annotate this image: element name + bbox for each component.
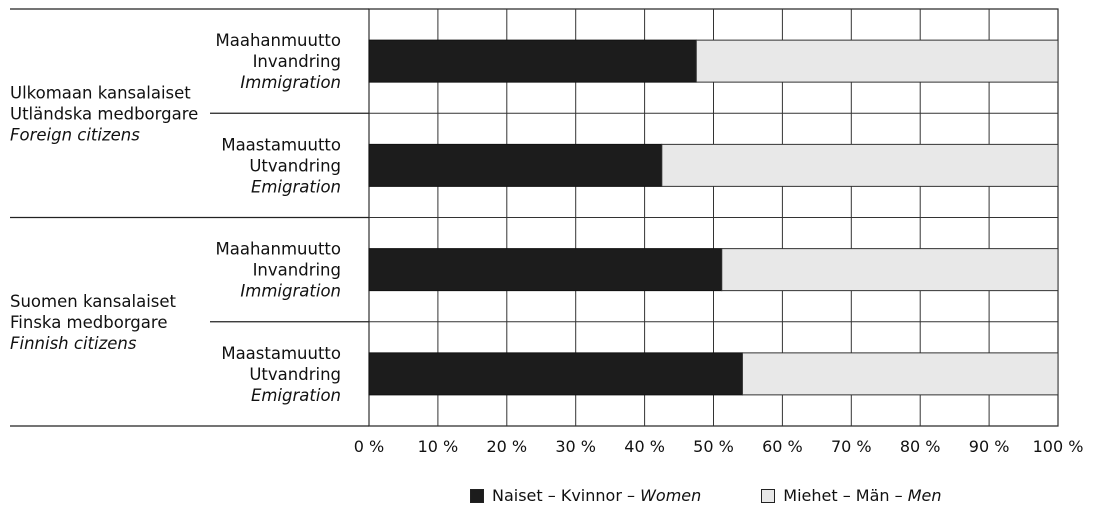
chart-legend: Naiset – Kvinnor – Women Miehet – Män – …: [470, 486, 942, 505]
x-tick-label: 0 %: [354, 437, 384, 456]
row-label-line: Utvandring: [249, 156, 341, 175]
group-label-line: Utländska medborgare: [10, 104, 198, 123]
x-tick-label: 30 %: [555, 437, 596, 456]
bar-women: [368, 39, 697, 83]
legend-label-women: Naiset – Kvinnor – Women: [492, 486, 702, 505]
row-label-line: Maastamuutto: [221, 344, 341, 363]
group-label-line: Foreign citizens: [10, 125, 140, 144]
x-tick-label: 100 %: [1033, 437, 1084, 456]
x-tick-label: 10 %: [418, 437, 459, 456]
x-tick-label: 20 %: [486, 437, 527, 456]
row-label-line: Emigration: [251, 177, 341, 196]
legend-item-women: Naiset – Kvinnor – Women: [470, 486, 701, 505]
row-label-line: Utvandring: [249, 365, 341, 384]
bar-women: [368, 352, 743, 396]
x-tick-label: 60 %: [762, 437, 803, 456]
bar-women: [368, 143, 663, 187]
stacked-bar-chart: 0 % 10 % 20 % 30 % 40 % 50 % 60 % 70 % 80 % 90 % 1…: [10, 8, 1084, 456]
row-label-line: Invandring: [253, 261, 341, 280]
legend-swatch-men: [761, 488, 776, 503]
x-tick-label: 70 %: [831, 437, 872, 456]
group-label-line: Suomen kansalaiset: [10, 292, 177, 311]
bar-men: [721, 248, 1059, 292]
group-label-line: Finska medborgare: [10, 313, 167, 332]
bar-men: [741, 352, 1059, 396]
row-label-line: Maahanmuutto: [215, 240, 341, 259]
legend-item-men: Miehet – Män – Men: [761, 486, 942, 505]
group-label-line: Finnish citizens: [10, 334, 137, 353]
row-label-line: Maastamuutto: [221, 135, 341, 154]
row-label-line: Invandring: [253, 52, 341, 71]
bar-men: [695, 39, 1059, 83]
x-tick-label: 50 %: [693, 437, 734, 456]
bar-women: [368, 248, 723, 292]
legend-label-men: Miehet – Män – Men: [783, 486, 942, 505]
x-tick-label: 80 %: [900, 437, 941, 456]
row-label-line: Maahanmuutto: [215, 31, 341, 50]
row-label-line: Immigration: [240, 282, 341, 301]
group-label-line: Ulkomaan kansalaiset: [10, 83, 191, 102]
x-tick-label: 90 %: [969, 437, 1010, 456]
row-label-line: Immigration: [240, 73, 341, 92]
row-label-line: Emigration: [251, 386, 341, 405]
legend-swatch-women: [470, 488, 484, 503]
x-tick-label: 40 %: [624, 437, 665, 456]
bar-men: [661, 143, 1059, 187]
